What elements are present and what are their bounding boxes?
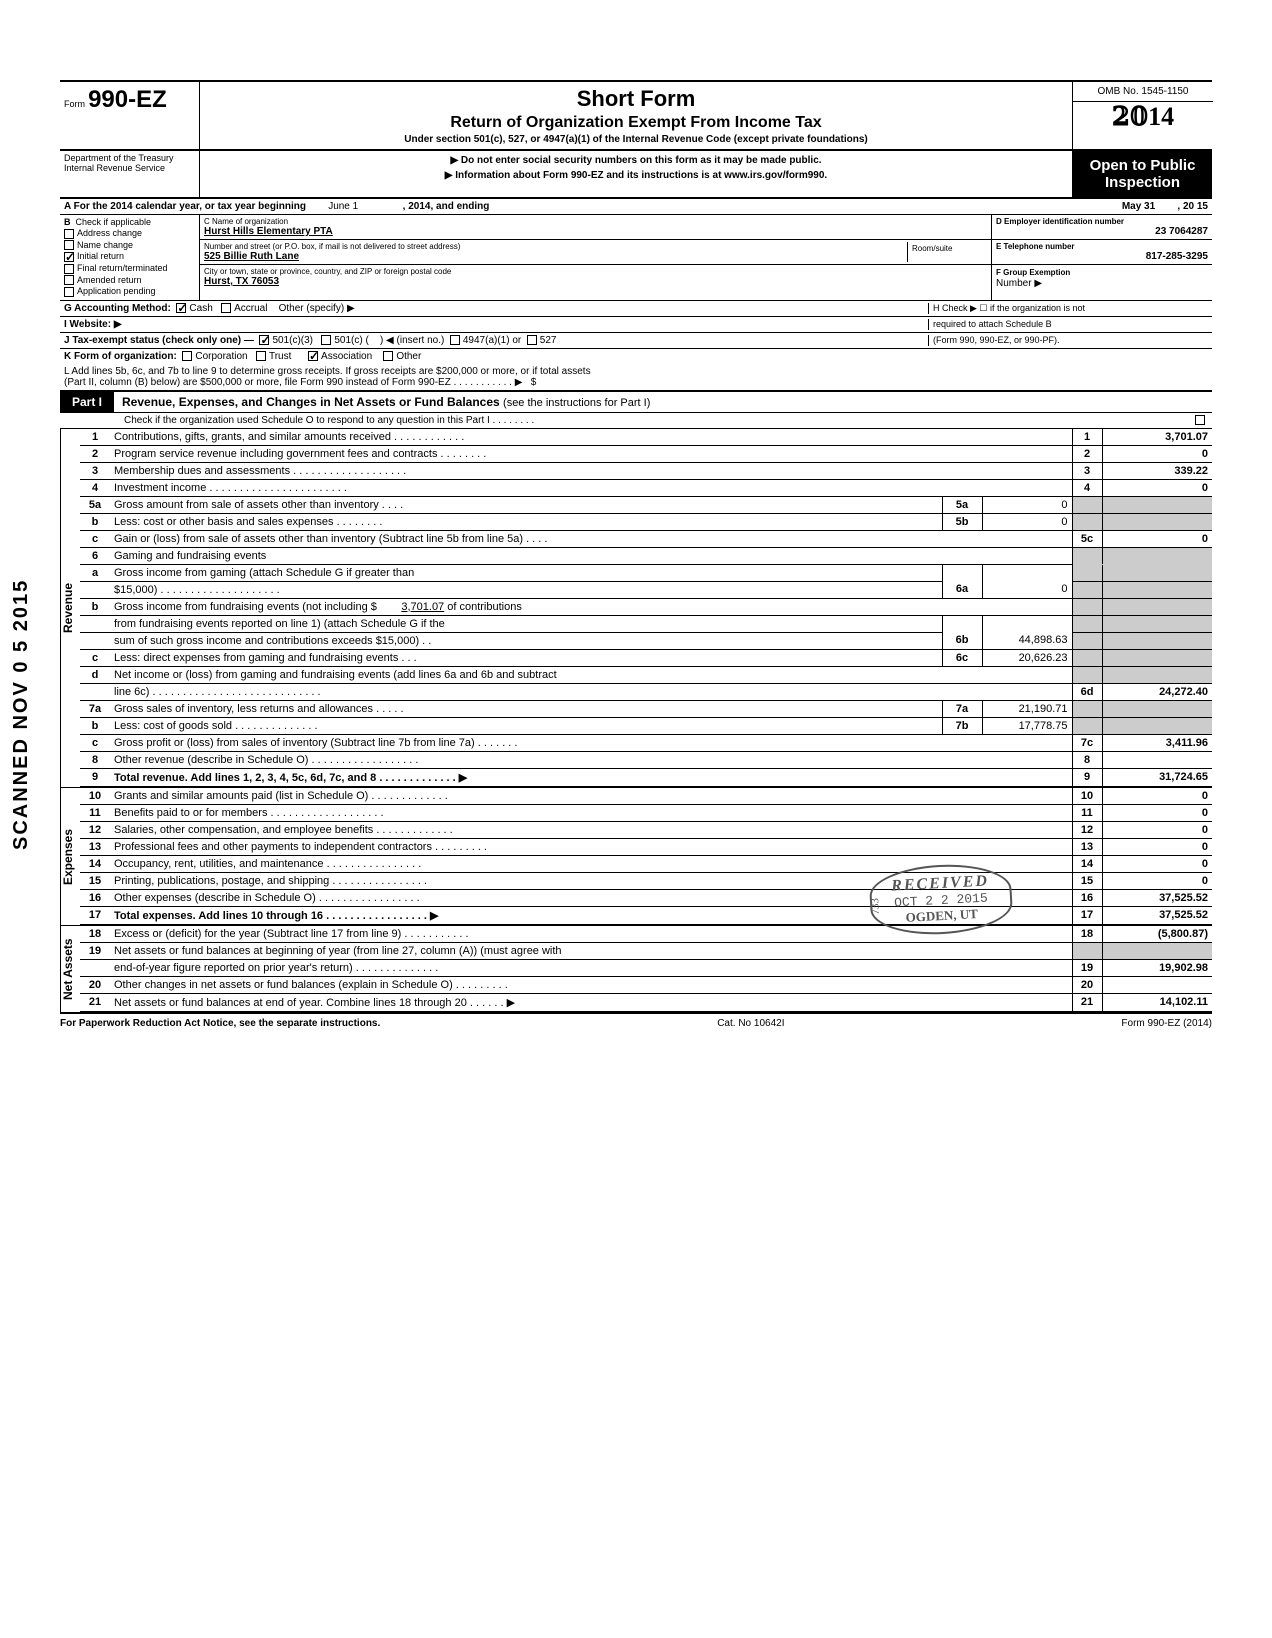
form-990ez: Form 990-EZ Short Form Return of Organiz… [60, 80, 1212, 1033]
checkbox-name-change[interactable] [64, 240, 74, 250]
checkbox-amended[interactable] [64, 275, 74, 285]
part1-schedule-o-check: Check if the organization used Schedule … [60, 413, 1212, 429]
dept-box: Department of the Treasury Internal Reve… [60, 151, 200, 197]
org-city: Hurst, TX 76053 [204, 276, 987, 287]
phone: 817-285-3295 [996, 251, 1208, 262]
section-c: C Name of organization Hurst Hills Eleme… [200, 215, 992, 300]
scanned-stamp: SCANNED NOV 0 5 2015 [10, 579, 33, 850]
org-info-grid: B Check if applicable Address change Nam… [60, 215, 1212, 301]
checkbox-other-org[interactable] [383, 351, 393, 361]
open-to-public: Open to Public Inspection [1072, 151, 1212, 197]
section-i: I Website: ▶ required to attach Schedule… [60, 317, 1212, 333]
page-footer: For Paperwork Reduction Act Notice, see … [60, 1014, 1212, 1033]
expenses-table: 10Grants and similar amounts paid (list … [80, 788, 1212, 925]
section-l: L Add lines 5b, 6c, and 7b to line 9 to … [60, 364, 1212, 392]
part1-header: Part I Revenue, Expenses, and Changes in… [60, 392, 1212, 413]
checkbox-501c3[interactable] [259, 335, 269, 345]
revenue-table: 1Contributions, gifts, grants, and simil… [80, 429, 1212, 787]
checkbox-trust[interactable] [256, 351, 266, 361]
public-warning: ▶ Do not enter social security numbers o… [200, 151, 1072, 197]
checkbox-corp[interactable] [182, 351, 192, 361]
form-title: Return of Organization Exempt From Incom… [208, 114, 1064, 132]
checkbox-assoc[interactable] [308, 351, 318, 361]
checkbox-initial-return[interactable] [64, 252, 74, 262]
section-j: J Tax-exempt status (check only one) — 5… [60, 333, 1212, 349]
netassets-table: 18Excess or (deficit) for the year (Subt… [80, 926, 1212, 1012]
checkbox-accrual[interactable] [221, 303, 231, 313]
title-box: Short Form Return of Organization Exempt… [200, 82, 1072, 149]
netassets-label: Net Assets [60, 926, 80, 1012]
checkbox-527[interactable] [527, 335, 537, 345]
checkbox-app-pending[interactable] [64, 287, 74, 297]
tax-year: 𝟚𝟘14 [1112, 102, 1174, 131]
short-form-title: Short Form [208, 86, 1064, 112]
checkbox-schedule-o[interactable] [1195, 415, 1205, 425]
section-def: D Employer identification number 23 7064… [992, 215, 1212, 300]
section-k: K Form of organization: Corporation Trus… [60, 349, 1212, 364]
form-number: 990-EZ [88, 86, 167, 113]
checkbox-address-change[interactable] [64, 229, 74, 239]
section-gh: G Accounting Method: Cash Accrual Other … [60, 301, 1212, 317]
ein: 23 7064287 [996, 226, 1208, 237]
org-name: Hurst Hills Elementary PTA [204, 226, 987, 237]
revenue-label: Revenue [60, 429, 80, 787]
form-label: Form [64, 99, 85, 109]
omb-number: OMB No. 1545-1150 [1073, 82, 1213, 102]
checkbox-4947[interactable] [450, 335, 460, 345]
section-a-period: A For the 2014 calendar year, or tax yea… [60, 199, 1212, 215]
under-section: Under section 501(c), 527, or 4947(a)(1)… [208, 134, 1064, 145]
form-number-box: Form 990-EZ [60, 82, 200, 149]
checkbox-cash[interactable] [176, 303, 186, 313]
checkbox-final-return[interactable] [64, 264, 74, 274]
expenses-label: Expenses [60, 788, 80, 925]
room-suite: Room/suite [907, 242, 987, 262]
org-address: 525 Billie Ruth Lane [204, 251, 907, 262]
section-b: B Check if applicable Address change Nam… [60, 215, 200, 300]
checkbox-501c[interactable] [321, 335, 331, 345]
